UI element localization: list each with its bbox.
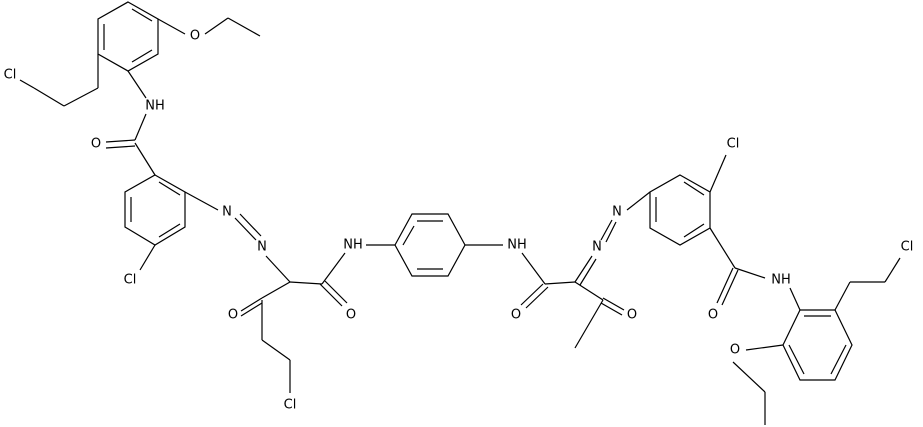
atom-label: Cl xyxy=(901,240,914,255)
atom-label: NH xyxy=(145,99,165,114)
atom-label: O xyxy=(627,308,637,323)
atom-label: O xyxy=(708,308,718,323)
atom-label: O xyxy=(511,308,521,323)
atom-label: NH xyxy=(771,273,791,288)
atom-label: O xyxy=(346,308,356,323)
atom-label: NH xyxy=(343,238,363,253)
atom-label: N xyxy=(222,205,232,220)
atom-label: Cl xyxy=(4,68,17,83)
atom-label: O xyxy=(730,343,740,358)
atom-label: Cl xyxy=(727,137,740,152)
atom-label: N xyxy=(257,240,267,255)
atom-label: N xyxy=(592,240,602,255)
atom-label: NH xyxy=(507,238,527,253)
atom-label: N xyxy=(612,205,622,220)
atom-label: O xyxy=(228,308,238,323)
atom-label: O xyxy=(91,137,101,152)
bonds xyxy=(19,1,901,425)
atom-label: O xyxy=(190,29,200,44)
atom-label: Cl xyxy=(284,398,297,413)
atom-label: Cl xyxy=(124,273,137,288)
atom-labels: Cl O NH O N N Cl O O Cl NH NH O N N O Cl… xyxy=(4,29,914,413)
